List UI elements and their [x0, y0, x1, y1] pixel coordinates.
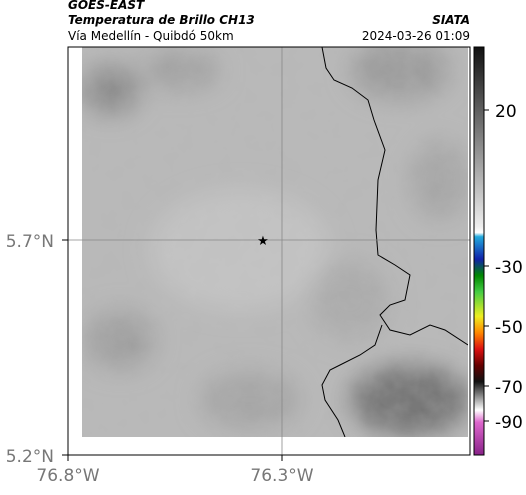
colorbar-label: -30	[495, 258, 523, 278]
map-frame	[67, 46, 471, 456]
title: Temperatura de Brillo CH13	[68, 13, 255, 27]
colorbar-label: -70	[495, 378, 523, 398]
location-marker: ★	[257, 234, 269, 249]
colorbar-label: -90	[495, 413, 523, 433]
colorbar-ticks	[484, 109, 489, 422]
colorbar-label: -50	[495, 318, 523, 338]
subtitle: Vía Medellín - Quibdó 50km	[68, 29, 234, 43]
source: GOES-EAST	[68, 0, 145, 12]
x-label: 76.8°W	[36, 466, 99, 486]
y-label: 5.7°N	[6, 232, 54, 252]
satellite-image	[82, 47, 468, 437]
timestamp: 2024-03-26 01:09	[362, 29, 470, 43]
colorbar-label: 20	[495, 102, 517, 122]
colorbar	[473, 46, 485, 456]
x-label: 76.3°W	[250, 466, 313, 486]
org: SIATA	[432, 13, 470, 27]
y-label: 5.2°N	[6, 447, 54, 467]
